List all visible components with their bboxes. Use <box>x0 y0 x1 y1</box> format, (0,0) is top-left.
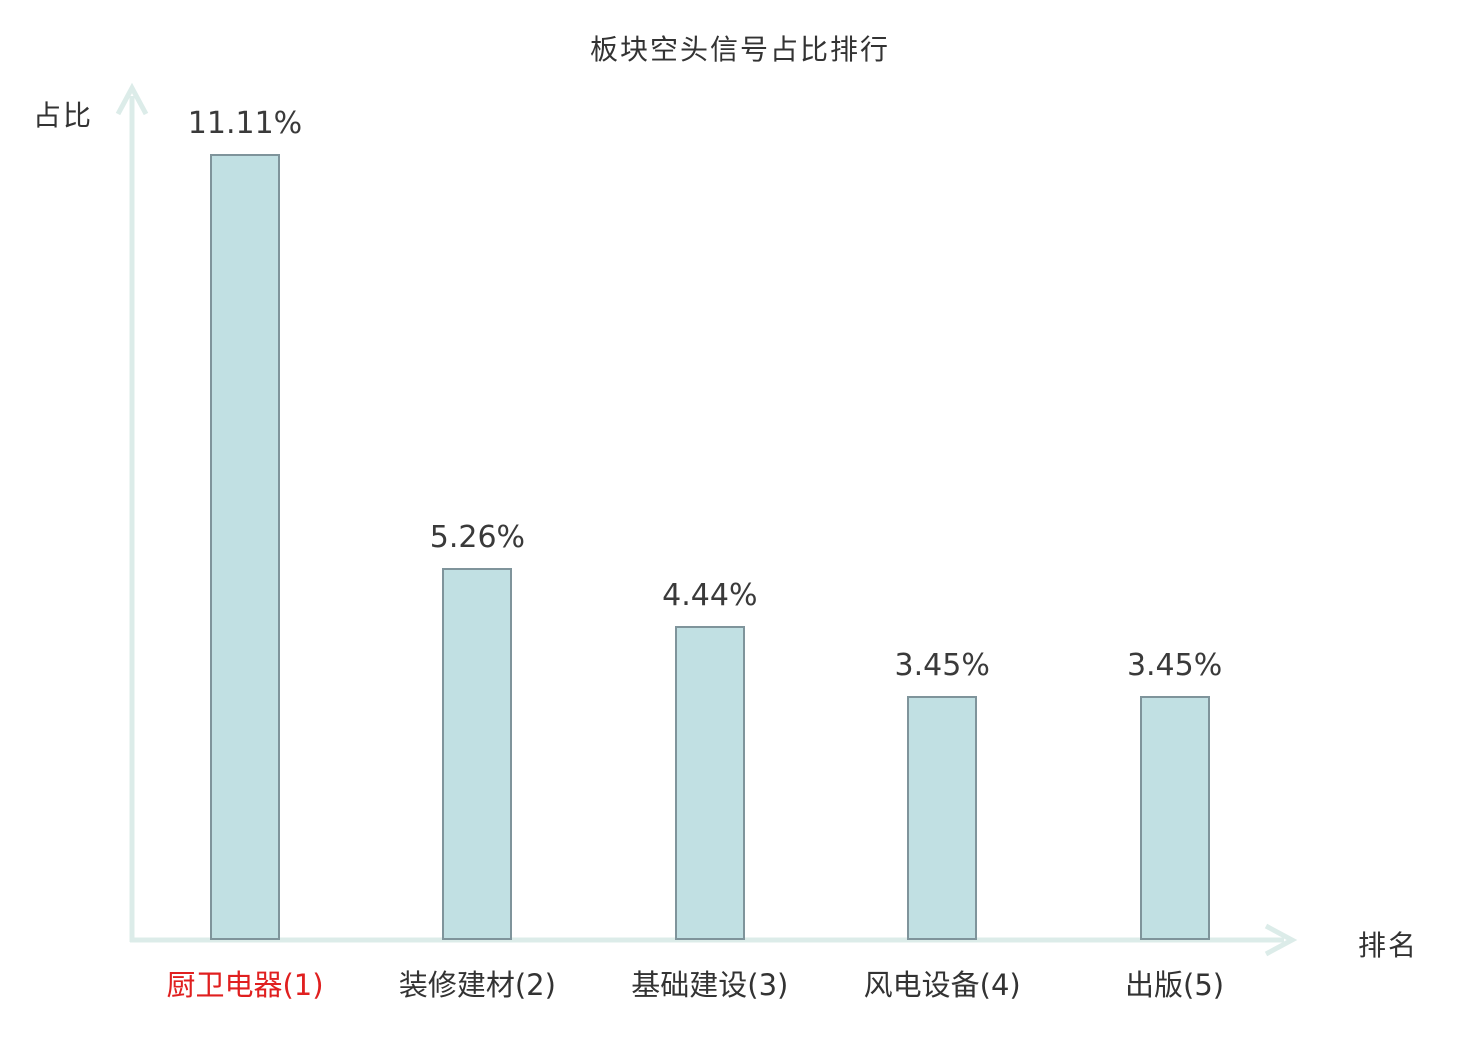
bar-category-label: 风电设备(4) <box>863 968 1021 1002</box>
bar <box>442 568 513 940</box>
bar-value-label: 11.11% <box>187 106 303 141</box>
bar-value-label: 3.45% <box>894 648 990 683</box>
bar-category-label: 装修建材(2) <box>398 968 556 1002</box>
x-axis-arrow-icon <box>1264 923 1298 957</box>
bar-category-label: 厨卫电器(1) <box>166 968 324 1002</box>
bar-value-label: 5.26% <box>429 520 526 555</box>
bar-value-label: 3.45% <box>1126 648 1223 683</box>
bar-value-label: 4.44% <box>662 578 758 613</box>
y-axis-arrow-icon <box>115 82 149 116</box>
y-axis-label: 占比 <box>33 99 94 132</box>
x-axis-label: 排名 <box>1358 929 1419 962</box>
bar <box>907 696 978 940</box>
bar <box>210 154 280 940</box>
bar <box>1139 696 1210 940</box>
bar-category-label: 出版(5) <box>1125 968 1225 1002</box>
bar <box>674 626 745 940</box>
chart-title: 板块空头信号占比排行 <box>589 33 890 66</box>
bar-category-label: 基础建设(3) <box>631 968 789 1002</box>
